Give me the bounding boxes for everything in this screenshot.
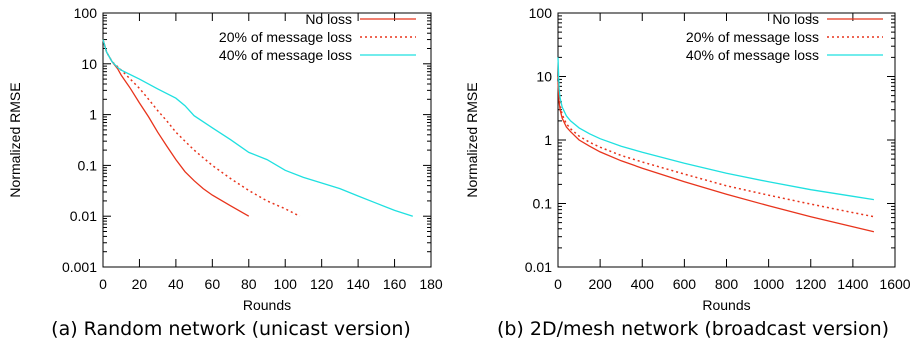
y-tick-label: 1 xyxy=(89,107,97,123)
y-tick-label: 10 xyxy=(536,69,552,85)
legend-label: 40% of message loss xyxy=(686,47,819,63)
y-tick-label: 0.01 xyxy=(70,208,97,224)
series-line-2 xyxy=(103,40,300,217)
x-tick-label: 40 xyxy=(168,276,184,292)
x-tick-label: 180 xyxy=(419,276,443,292)
x-tick-label: 1400 xyxy=(837,276,868,292)
y-tick-label: 100 xyxy=(529,5,553,21)
x-tick-label: 140 xyxy=(346,276,370,292)
series-line-2 xyxy=(558,77,874,217)
x-tick-label: 800 xyxy=(715,276,739,292)
legend-label: 40% of message loss xyxy=(219,47,352,63)
y-tick-label: 0.1 xyxy=(78,157,98,173)
y-tick-label: 0.01 xyxy=(525,259,552,275)
x-tick-label: 600 xyxy=(673,276,697,292)
x-tick-label: 20 xyxy=(132,276,148,292)
y-tick-label: 1 xyxy=(544,132,552,148)
chart-random-network: 0.001 0.01 0.1 1 10 100 0 20 40 60 80 100 120 140 160 1… xyxy=(7,5,443,313)
y-tick-label: 100 xyxy=(74,5,98,21)
legend-label: No loss xyxy=(772,11,819,27)
legend-label: 20% of message loss xyxy=(219,29,352,45)
series-line-1 xyxy=(558,83,874,232)
x-axis-label: Rounds xyxy=(243,297,291,313)
series-line-3 xyxy=(103,40,413,217)
y-tick-label: 0.1 xyxy=(533,196,553,212)
legend-label: 20% of message loss xyxy=(686,29,819,45)
series-line-3 xyxy=(558,57,874,199)
x-tick-label: 100 xyxy=(274,276,298,292)
x-tick-label: 120 xyxy=(310,276,334,292)
x-tick-label: 160 xyxy=(383,276,407,292)
y-axis-label: Normalized RMSE xyxy=(464,82,480,197)
x-tick-label: 0 xyxy=(99,276,107,292)
x-tick-label: 0 xyxy=(554,276,562,292)
legend-label: No loss xyxy=(305,11,352,27)
y-tick-label: 0.001 xyxy=(62,259,97,275)
caption-mesh-network: (b) 2D/mesh network (broadcast version) xyxy=(462,318,924,340)
series-line-1 xyxy=(103,40,249,217)
y-tick-label: 10 xyxy=(81,56,97,72)
caption-random-network: (a) Random network (unicast version) xyxy=(0,318,462,340)
x-tick-label: 400 xyxy=(631,276,655,292)
y-axis-label: Normalized RMSE xyxy=(7,82,23,197)
x-tick-label: 80 xyxy=(241,276,257,292)
x-tick-label: 200 xyxy=(588,276,612,292)
x-tick-label: 1200 xyxy=(795,276,826,292)
x-tick-label: 1000 xyxy=(753,276,784,292)
x-tick-label: 1600 xyxy=(879,276,910,292)
x-axis-label: Rounds xyxy=(702,297,750,313)
x-tick-label: 60 xyxy=(205,276,221,292)
